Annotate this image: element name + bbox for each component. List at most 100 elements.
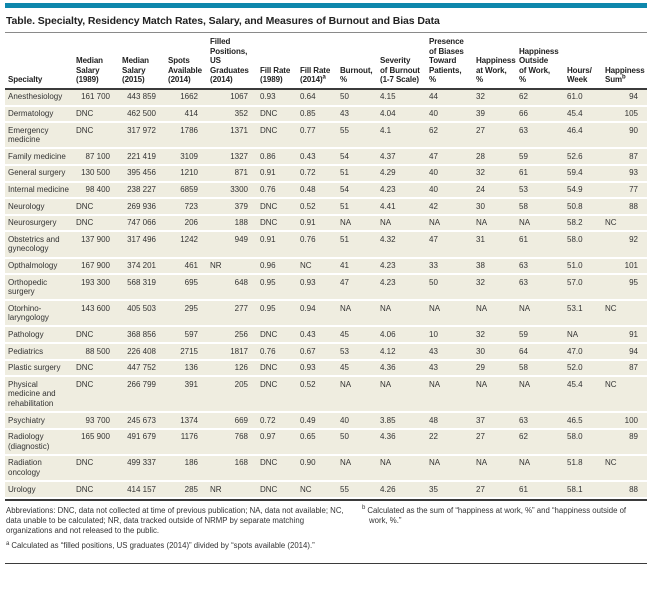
table-row: Orthopedic surgery 193 300 568 319 695 648 0.… xyxy=(5,275,647,302)
cell-happiness-at-work-pct: 37 xyxy=(473,413,516,430)
cell-specialty: Psychiatry xyxy=(5,413,73,430)
table-row: Family medicine 87 100 221 419 3109 1327 0.86… xyxy=(5,149,647,166)
cell-filled-positions-us-graduates-2014: 256 xyxy=(207,327,257,345)
cell-happiness-at-work-pct: 32 xyxy=(473,165,516,183)
col-header-spots-available-2014: Spots Available (2014) xyxy=(165,33,207,90)
cell-fill-rate-2014: 0.93 xyxy=(297,360,337,378)
cell-severity-of-burnout: 4.29 xyxy=(377,165,426,183)
cell-spots-available-2014: 3109 xyxy=(165,149,207,166)
table-row: Obstetrics and gynecology 137 900 317 496 1… xyxy=(5,232,647,259)
cell-happiness-at-work-pct: 32 xyxy=(473,89,516,107)
cell-biases-toward-patients-pct: 44 xyxy=(426,89,473,107)
cell-median-salary-2015: 266 799 xyxy=(119,377,165,414)
cell-happiness-at-work-pct: 32 xyxy=(473,275,516,302)
table-row: Urology DNC 414 157 285 NR DNC NC 55 4.26 35 27 61 5… xyxy=(5,482,647,499)
cell-hours-per-week: 58.0 xyxy=(564,429,602,456)
cell-specialty: Orthopedic surgery xyxy=(5,275,73,302)
cell-specialty: Plastic surgery xyxy=(5,360,73,378)
cell-hours-per-week: 59.4 xyxy=(564,165,602,183)
cell-fill-rate-1989: DNC xyxy=(257,377,297,414)
cell-biases-toward-patients-pct: 40 xyxy=(426,106,473,124)
cell-median-salary-2015: 462 500 xyxy=(119,106,165,124)
cell-filled-positions-us-graduates-2014: 648 xyxy=(207,275,257,302)
cell-median-salary-1989: DNC xyxy=(73,123,119,150)
col-header-fill-rate-1989: Fill Rate (1989) xyxy=(257,33,297,90)
cell-hours-per-week: 54.9 xyxy=(564,182,602,200)
cell-median-salary-2015: 447 752 xyxy=(119,360,165,378)
cell-happiness-sum: 95 xyxy=(602,275,647,302)
cell-severity-of-burnout: 4.36 xyxy=(377,429,426,456)
cell-specialty: Neurosurgery xyxy=(5,215,73,233)
cell-fill-rate-2014: 0.65 xyxy=(297,429,337,456)
cell-specialty: Radiology (diagnostic) xyxy=(5,429,73,456)
cell-specialty: Urology xyxy=(5,482,73,499)
table-row: Neurosurgery DNC 747 066 206 188 DNC 0.91 NA NA N… xyxy=(5,215,647,233)
col-header-severity-of-burnout: Severity of Burnout (1-7 Scale) xyxy=(377,33,426,90)
cell-happiness-at-work-pct: 27 xyxy=(473,123,516,150)
cell-burnout-pct: NA xyxy=(337,455,377,482)
cell-biases-toward-patients-pct: 43 xyxy=(426,360,473,378)
cell-specialty: Opthalmology xyxy=(5,258,73,276)
cell-biases-toward-patients-pct: 43 xyxy=(426,344,473,361)
cell-spots-available-2014: 1242 xyxy=(165,232,207,259)
cell-happiness-sum: 89 xyxy=(602,429,647,456)
cell-fill-rate-1989: 0.97 xyxy=(257,429,297,456)
footnote-b: b Calculated as the sum of “happiness at … xyxy=(362,505,646,527)
cell-happiness-sum: 93 xyxy=(602,165,647,183)
cell-severity-of-burnout: 4.32 xyxy=(377,232,426,259)
cell-filled-positions-us-graduates-2014: 126 xyxy=(207,360,257,378)
cell-severity-of-burnout: 4.36 xyxy=(377,360,426,378)
cell-filled-positions-us-graduates-2014: 1327 xyxy=(207,149,257,166)
cell-spots-available-2014: 723 xyxy=(165,199,207,216)
cell-fill-rate-2014: 0.90 xyxy=(297,455,337,482)
table-header: Specialty Median Salary (1989) Median Salary(… xyxy=(5,33,647,90)
table-row: Otorhino-laryngology 143 600 405 503 295 277… xyxy=(5,301,647,328)
cell-median-salary-1989: 193 300 xyxy=(73,275,119,302)
cell-hours-per-week: NA xyxy=(564,327,602,345)
table-title: Table. Specialty, Residency Match Rates,… xyxy=(5,8,647,33)
cell-biases-toward-patients-pct: NA xyxy=(426,301,473,328)
cell-specialty: Radiation oncology xyxy=(5,455,73,482)
cell-fill-rate-2014: 0.72 xyxy=(297,165,337,183)
table-row: Radiology (diagnostic) 165 900 491 679 1176… xyxy=(5,429,647,456)
abbreviations-note: Abbreviations: DNC, data not collected a… xyxy=(6,505,344,536)
cell-burnout-pct: NA xyxy=(337,215,377,233)
cell-fill-rate-1989: 0.93 xyxy=(257,89,297,107)
cell-biases-toward-patients-pct: NA xyxy=(426,215,473,233)
cell-median-salary-2015: 269 936 xyxy=(119,199,165,216)
cell-happiness-sum: NC xyxy=(602,377,647,414)
cell-median-salary-1989: 137 900 xyxy=(73,232,119,259)
table-row: Pediatrics 88 500 226 408 2715 1817 0.76 0.67 5… xyxy=(5,344,647,361)
cell-biases-toward-patients-pct: 48 xyxy=(426,413,473,430)
cell-happiness-sum: 101 xyxy=(602,258,647,276)
cell-burnout-pct: 50 xyxy=(337,429,377,456)
cell-median-salary-2015: 568 319 xyxy=(119,275,165,302)
cell-happiness-outside-work-pct: 61 xyxy=(516,232,564,259)
col-header-median-salary-1989: Median Salary (1989) xyxy=(73,33,119,90)
cell-specialty: Dermatology xyxy=(5,106,73,124)
footnote-b-text: Calculated as the sum of “happiness at w… xyxy=(367,505,627,525)
cell-median-salary-1989: 88 500 xyxy=(73,344,119,361)
footnotes: Abbreviations: DNC, data not collected a… xyxy=(5,501,647,561)
table-row: Radiation oncology DNC 499 337 186 168 DNC 0.9… xyxy=(5,455,647,482)
cell-fill-rate-1989: 0.86 xyxy=(257,149,297,166)
cell-median-salary-2015: 491 679 xyxy=(119,429,165,456)
col-header-median-salary-2015: Median Salary (2015) xyxy=(119,33,165,90)
cell-severity-of-burnout: 4.15 xyxy=(377,89,426,107)
cell-spots-available-2014: 295 xyxy=(165,301,207,328)
cell-severity-of-burnout: 4.37 xyxy=(377,149,426,166)
cell-median-salary-2015: 317 496 xyxy=(119,232,165,259)
col-header-fill-rate-2014: Fill Rate (2014)a xyxy=(297,33,337,90)
cell-median-salary-2015: 317 972 xyxy=(119,123,165,150)
cell-specialty: Pediatrics xyxy=(5,344,73,361)
cell-fill-rate-1989: 0.96 xyxy=(257,258,297,276)
cell-filled-positions-us-graduates-2014: 1817 xyxy=(207,344,257,361)
cell-happiness-sum: 94 xyxy=(602,89,647,107)
cell-filled-positions-us-graduates-2014: 1371 xyxy=(207,123,257,150)
cell-happiness-outside-work-pct: 62 xyxy=(516,429,564,456)
cell-happiness-sum: NC xyxy=(602,215,647,233)
cell-biases-toward-patients-pct: 62 xyxy=(426,123,473,150)
cell-filled-positions-us-graduates-2014: 3300 xyxy=(207,182,257,200)
cell-happiness-sum: 77 xyxy=(602,182,647,200)
cell-fill-rate-1989: 0.91 xyxy=(257,232,297,259)
